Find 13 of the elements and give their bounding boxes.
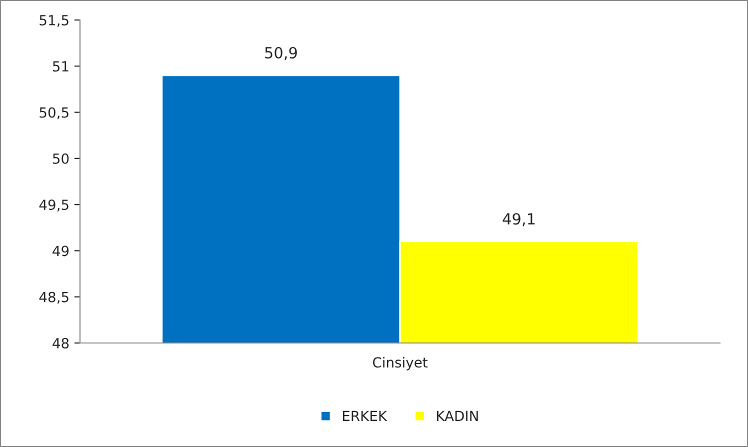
- y-tick-label: 48,5: [39, 292, 68, 304]
- y-tick-label: 49: [52, 246, 69, 256]
- y-tick-label: 50: [52, 153, 69, 164]
- y-tick-label: 51: [52, 61, 68, 72]
- legend-label: ERKEK: [342, 410, 388, 421]
- data-label: 50,9: [265, 46, 297, 60]
- y-tick-label: 50,5: [40, 107, 68, 120]
- legend-label: KADIN: [437, 410, 478, 421]
- x-tick-label: Cinsiyet: [372, 356, 428, 370]
- data-label: 49,1: [502, 213, 535, 226]
- y-tick-label: 49,5: [39, 200, 68, 212]
- y-tick-label: 51,5: [40, 15, 68, 27]
- y-tick-label: 48: [52, 338, 69, 348]
